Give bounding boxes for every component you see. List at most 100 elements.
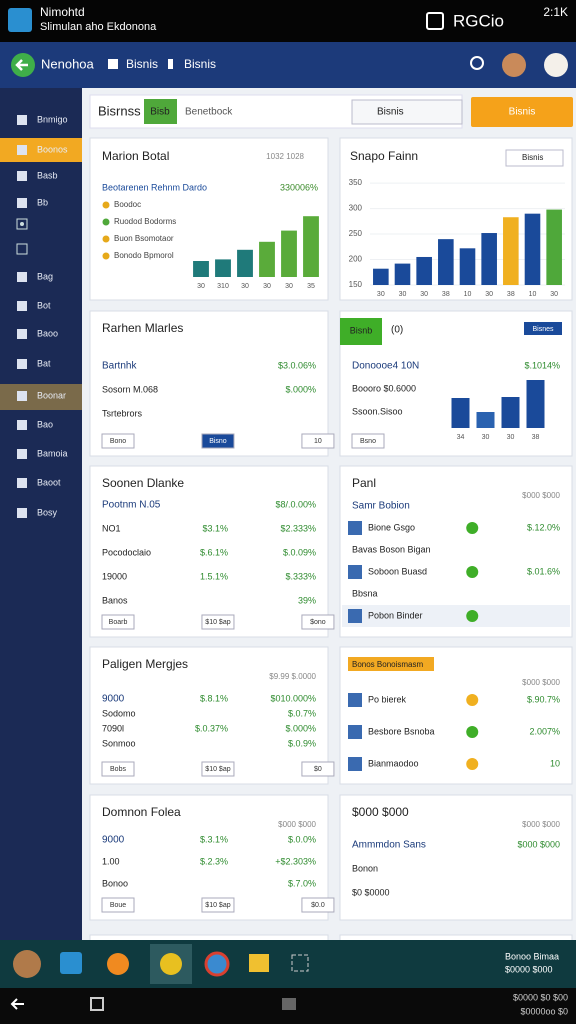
x-tick-label: 38 (532, 434, 540, 441)
card-button[interactable] (301, 761, 335, 777)
row-label: Bbsna (352, 588, 378, 598)
app-icon (8, 8, 32, 32)
taskbar-text: Bonoo Bimaa (505, 951, 559, 961)
taskbar-icon[interactable] (249, 954, 269, 972)
status-dot (466, 566, 479, 578)
card-title: Marion Botal (102, 149, 169, 163)
bar (303, 216, 319, 277)
sidebar-icon (17, 508, 27, 518)
bar (459, 248, 476, 285)
taskbar-icon[interactable] (60, 952, 82, 974)
sidebar-icon (16, 218, 28, 230)
bar (193, 261, 209, 277)
row-label: Samr Bobion (352, 501, 410, 512)
nav-home[interactable] (282, 998, 296, 1010)
legend-item: Boodoc (114, 200, 141, 209)
sidebar-item[interactable]: Bosy (37, 507, 58, 517)
row-value: $.01.6% (527, 566, 560, 576)
sidebar-item[interactable]: Baoot (37, 477, 61, 487)
x-tick-label: 30 (197, 283, 205, 290)
dropdown[interactable] (351, 99, 463, 125)
app-subtitle: Slimulan aho Ekdonona (40, 21, 157, 33)
card-button[interactable] (201, 897, 235, 913)
card-button-label: Boue (110, 902, 126, 909)
tab-icon (168, 59, 173, 69)
legend-item: Bonodo Bpmorol (114, 251, 174, 260)
row-label: Pocodoclaio (102, 547, 151, 557)
card-button[interactable] (101, 614, 135, 630)
nav-text: $0000oo $0 (520, 1006, 568, 1016)
row-value: $.333% (285, 571, 316, 581)
sidebar-item[interactable]: Bag (37, 271, 53, 281)
card-button[interactable] (201, 433, 235, 449)
sidebar-item[interactable]: Basb (37, 170, 58, 180)
row-icon (348, 565, 362, 579)
header-tab[interactable]: Bisnis (184, 57, 216, 71)
row-value: $.2.3% (200, 856, 228, 866)
row-value: 2.007% (529, 726, 560, 736)
avatar[interactable] (502, 53, 526, 77)
taskbar-icon[interactable] (204, 951, 230, 977)
nav-recent[interactable] (90, 997, 104, 1011)
card-button[interactable] (301, 614, 335, 630)
card-title: Paligen Mergjes (102, 657, 188, 671)
card-meta: $000 $000 (522, 820, 560, 829)
card-button[interactable] (351, 433, 385, 449)
toolbar-chip[interactable] (144, 99, 177, 124)
header-tab[interactable]: Bisnis (126, 57, 158, 71)
card-button[interactable] (201, 614, 235, 630)
card-button[interactable] (101, 761, 135, 777)
card-button[interactable] (101, 897, 135, 913)
row-value: $3.0.06% (278, 360, 316, 370)
nav-back[interactable] (10, 998, 24, 1010)
row-label: 19000 (102, 571, 127, 581)
taskbar-text: $0000 $000 (505, 964, 553, 974)
sidebar-item[interactable]: Bao (37, 419, 53, 429)
sidebar-item[interactable]: Bamoia (37, 448, 68, 458)
taskbar-avatar[interactable] (13, 950, 41, 978)
sidebar-item[interactable]: Bb (37, 197, 48, 207)
x-tick-label: 30 (241, 283, 249, 290)
sidebar-item[interactable]: Baoo (37, 328, 58, 338)
card-button-label: $0 (314, 766, 322, 773)
sidebar-icon (17, 359, 27, 369)
dropdown[interactable] (505, 149, 564, 167)
status-dot (466, 694, 479, 706)
row-highlight (342, 605, 570, 627)
card-button[interactable] (101, 433, 135, 449)
primary-button[interactable] (471, 97, 573, 127)
legend-value: 330006% (280, 182, 318, 192)
toolbar-chip-label: Bisb (150, 107, 170, 118)
card-button[interactable] (301, 433, 335, 449)
tab-icon (108, 59, 118, 69)
x-tick-label: 38 (442, 291, 450, 298)
x-tick-label: 34 (457, 434, 465, 441)
taskbar-icon[interactable] (291, 954, 309, 972)
card-button[interactable] (201, 761, 235, 777)
y-tick-label: 150 (349, 280, 363, 289)
search-icon[interactable] (470, 56, 484, 70)
row-value: $.000% (285, 384, 316, 394)
status-dot (466, 522, 479, 534)
card-meta: $000 $000 (278, 820, 316, 829)
card-button[interactable] (301, 897, 335, 913)
sidebar-active (0, 138, 82, 162)
x-tick-label: 30 (482, 434, 490, 441)
sidebar-item[interactable]: Boonos (37, 144, 68, 154)
card-button[interactable] (524, 322, 562, 335)
row-value: $.90.7% (527, 694, 560, 704)
row-value: $.8.1% (200, 693, 228, 703)
sidebar-item[interactable]: Bnmigo (37, 114, 68, 124)
sidebar-item[interactable]: Boonar (37, 390, 66, 400)
row-icon (348, 693, 362, 707)
sidebar-item[interactable]: Bat (37, 358, 51, 368)
profile[interactable] (544, 53, 568, 77)
x-tick-label: 10 (464, 291, 472, 298)
row-label: Tsrtebrors (102, 408, 143, 418)
taskbar-icon[interactable] (160, 953, 182, 975)
row-label: Boooro $0.6000 (352, 383, 416, 393)
taskbar-icon[interactable] (107, 953, 129, 975)
row-icon (348, 609, 362, 623)
card (89, 465, 329, 638)
sidebar-item[interactable]: Bot (37, 300, 51, 310)
